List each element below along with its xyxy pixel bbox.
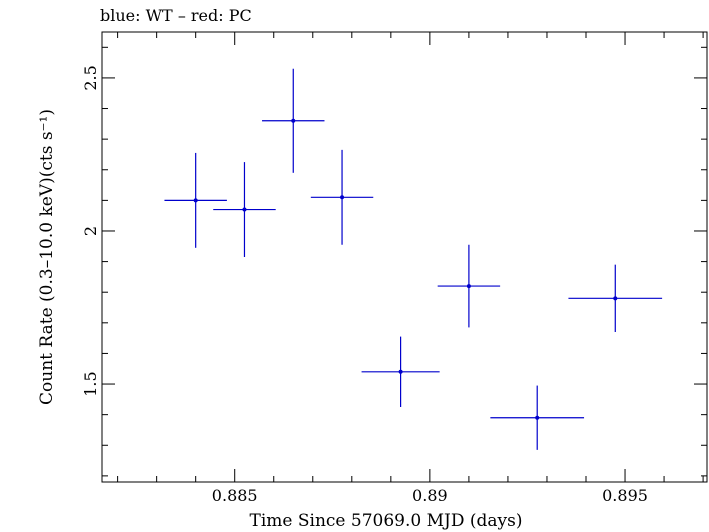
x-tick-label: 0.895 [602,486,648,505]
point-marker [193,198,198,203]
y-tick-label: 1.5 [81,371,100,396]
data-point [437,244,501,328]
x-axis-label: Time Since 57069.0 MJD (days) [250,511,523,531]
x-tick-label: 0.885 [212,486,258,505]
data-point [490,385,585,450]
data-point [361,336,440,407]
y-tick-label: 2 [81,226,100,236]
x-axis-ticks: 0.885 0.89 0.895 [117,32,704,505]
point-marker [291,118,296,123]
y-axis-label: Count Rate (0.3–10.0 keV)(cts s⁻¹) [37,109,57,405]
point-marker [340,195,345,200]
plot-frame [101,31,708,483]
point-marker [242,207,247,212]
data-point [568,264,663,332]
data-points [164,68,663,450]
point-marker [398,369,403,374]
y-axis-ticks: 1.5 2 2.5 [81,46,707,477]
x-tick-label: 0.89 [412,486,448,505]
point-marker [613,296,618,301]
data-point [262,68,325,173]
chart-title: blue: WT – red: PC [100,6,252,25]
data-point [164,152,227,248]
data-point [213,162,276,257]
point-marker [466,284,471,289]
data-point [310,149,374,245]
y-tick-label: 2.5 [81,65,100,90]
point-marker [535,415,540,420]
